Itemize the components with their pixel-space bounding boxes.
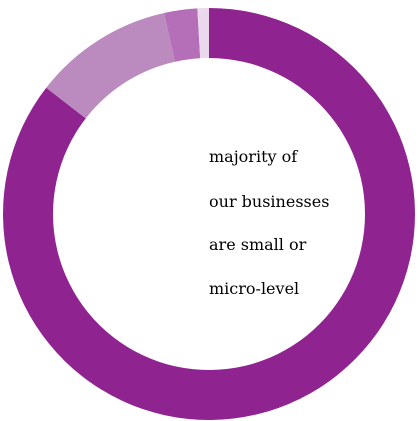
center-text-line-2: our businesses [209, 192, 329, 211]
donut-slices [2, 8, 416, 420]
center-text-line-3: are small or [209, 235, 307, 254]
donut-slice-2 [46, 12, 175, 119]
center-text-line-4: micro-level [209, 279, 299, 298]
center-text-line-1: majority of [209, 147, 298, 166]
donut-slice-3 [164, 8, 201, 62]
donut-slice-4 [197, 8, 209, 59]
